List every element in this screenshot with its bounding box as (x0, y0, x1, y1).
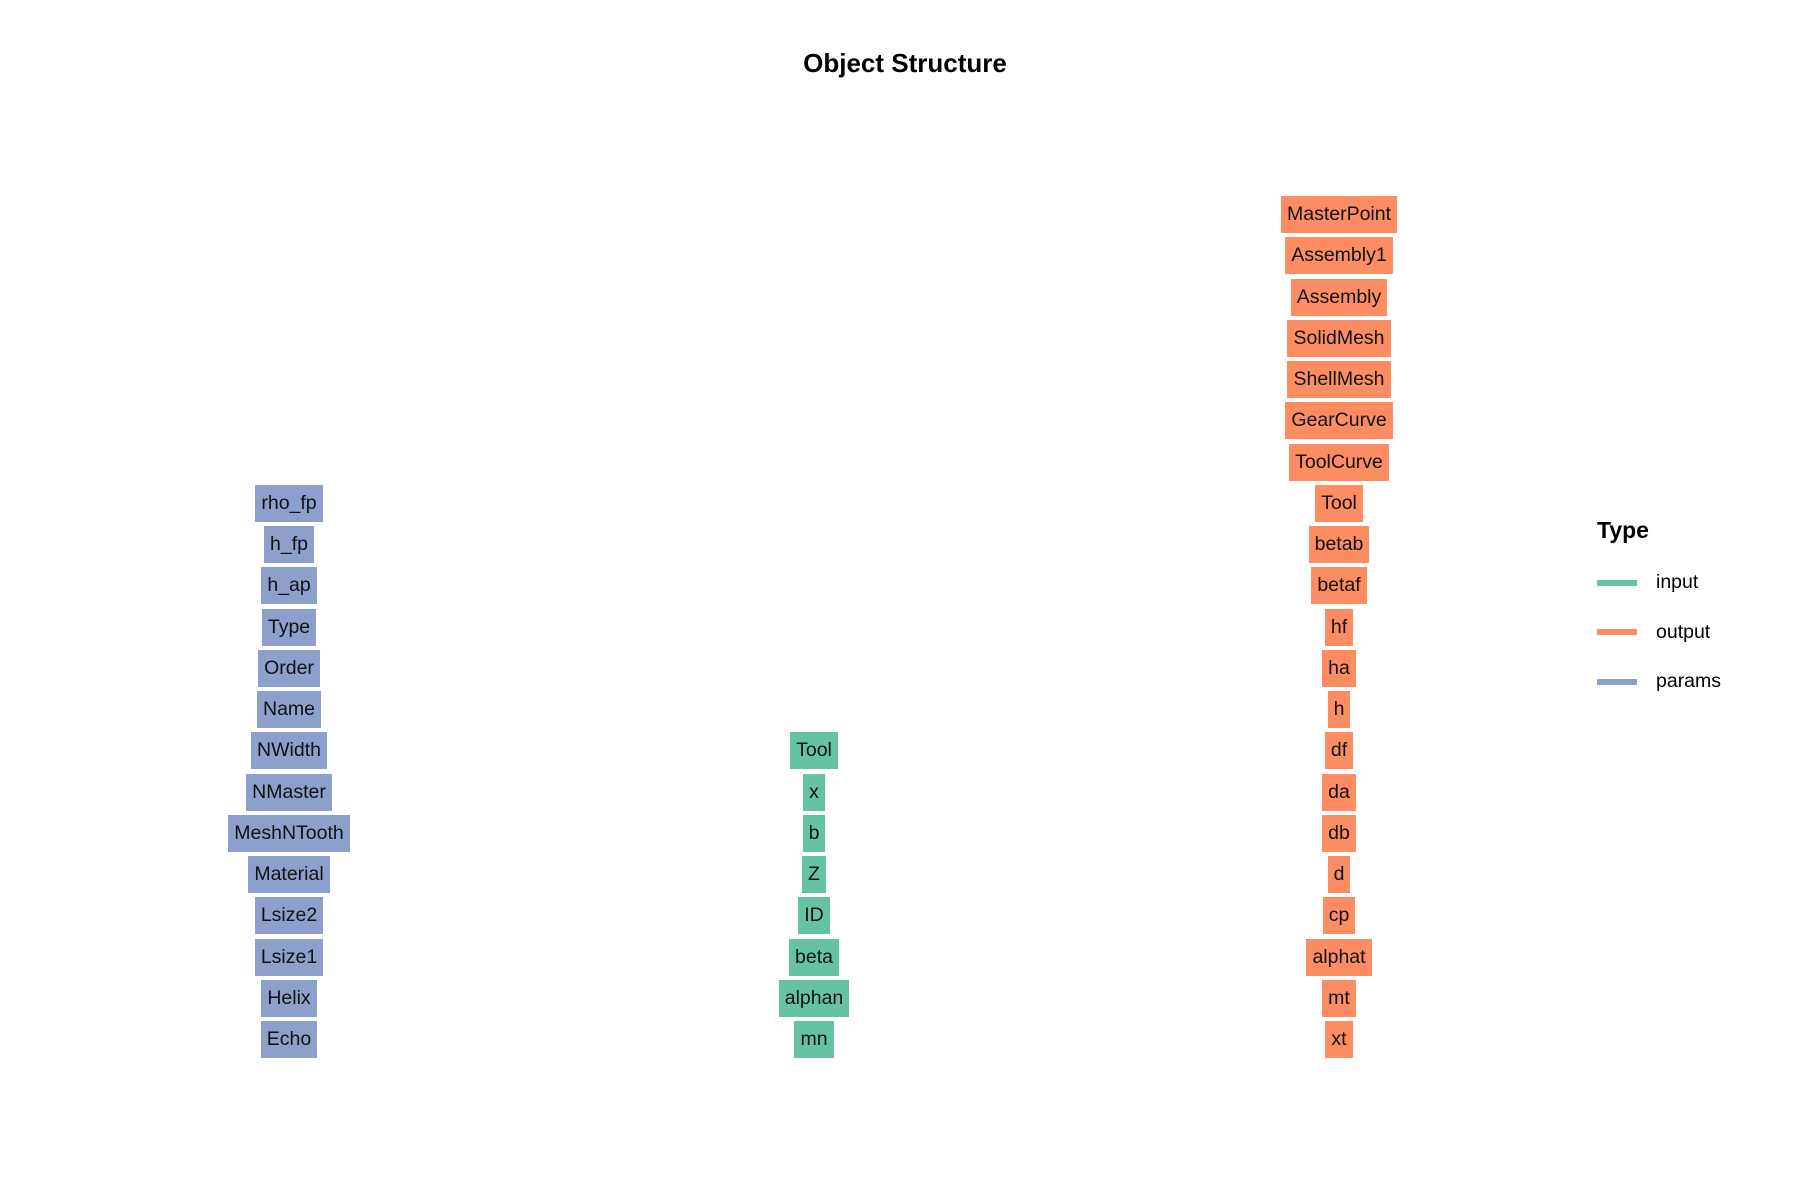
legend-label-input: input (1656, 571, 1698, 594)
legend: Type input output params (1597, 517, 1721, 707)
output-node: h (1328, 691, 1351, 728)
output-node: db (1322, 815, 1356, 852)
input-node: beta (789, 939, 839, 976)
legend-item-input: input (1597, 558, 1721, 608)
params-node: Type (262, 609, 316, 646)
output-node: betab (1309, 526, 1370, 563)
legend-key-output (1597, 629, 1637, 635)
legend-label-params: params (1656, 670, 1721, 693)
params-node: Order (258, 650, 320, 687)
input-node: x (803, 774, 825, 811)
output-node: alphat (1306, 939, 1371, 976)
output-node: da (1322, 774, 1356, 811)
input-node: ID (798, 897, 830, 934)
output-node: ha (1322, 650, 1356, 687)
input-node: Z (802, 856, 826, 893)
output-node: mt (1322, 980, 1356, 1017)
params-node: MeshNTooth (228, 815, 349, 852)
input-node: alphan (779, 980, 850, 1017)
params-node: NMaster (246, 774, 332, 811)
output-node: cp (1323, 897, 1356, 934)
params-node: Lsize2 (255, 897, 323, 934)
params-node: h_fp (264, 526, 314, 563)
legend-key-params (1597, 679, 1637, 685)
output-node: betaf (1311, 567, 1366, 604)
input-node: Tool (790, 732, 838, 769)
params-node: Echo (261, 1021, 317, 1058)
output-node: Assembly1 (1285, 237, 1392, 274)
output-node: SolidMesh (1287, 320, 1390, 357)
params-node: NWidth (251, 732, 327, 769)
params-node: Material (248, 856, 329, 893)
output-node: d (1328, 856, 1351, 893)
input-node: b (803, 815, 826, 852)
legend-label-output: output (1656, 621, 1710, 644)
params-node: Helix (261, 980, 316, 1017)
output-node: MasterPoint (1281, 196, 1397, 233)
params-node: Lsize1 (255, 939, 323, 976)
output-node: df (1325, 732, 1353, 769)
legend-key-input (1597, 580, 1637, 586)
input-node: mn (794, 1021, 833, 1058)
params-node: Name (257, 691, 321, 728)
output-node: xt (1325, 1021, 1352, 1058)
output-node: ShellMesh (1287, 361, 1390, 398)
legend-item-output: output (1597, 608, 1721, 658)
output-node: Assembly (1291, 279, 1388, 316)
params-node: h_ap (261, 567, 316, 604)
params-node: rho_fp (255, 485, 322, 522)
output-node: ToolCurve (1289, 444, 1389, 481)
output-node: GearCurve (1285, 402, 1392, 439)
legend-item-params: params (1597, 657, 1721, 707)
output-node: Tool (1315, 485, 1363, 522)
diagram-title: Object Structure (705, 48, 1105, 79)
legend-title: Type (1597, 517, 1721, 544)
output-node: hf (1325, 609, 1353, 646)
